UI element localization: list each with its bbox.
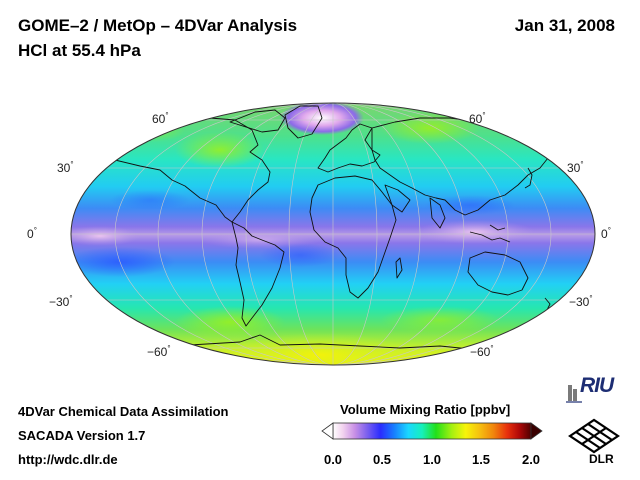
map-date: Jan 31, 2008 xyxy=(514,16,615,35)
lat-label-right-60: 60° xyxy=(469,111,486,126)
footer-version: SACADA Version 1.7 xyxy=(18,428,146,443)
map-title: GOME–2 / MetOp – 4DVar Analysis xyxy=(18,16,298,35)
colorbar-tick: 2.0 xyxy=(521,452,541,467)
map-subtitle: HCl at 55.4 hPa xyxy=(18,41,141,60)
riu-logo-icon xyxy=(566,385,582,403)
lat-label-left-0: 0° xyxy=(27,226,37,241)
dlr-logo-icon xyxy=(568,418,620,454)
colorbar-tick: 1.0 xyxy=(422,452,442,467)
dlr-logo-text: DLR xyxy=(589,452,614,466)
footer-assimilation: 4DVar Chemical Data Assimilation xyxy=(18,404,229,419)
lat-label-left-30: 30° xyxy=(57,160,74,175)
riu-logo-text: RIU xyxy=(580,374,614,397)
lat-label-left-60: 60° xyxy=(152,111,169,126)
footer-url[interactable]: http://wdc.dlr.de xyxy=(18,452,118,467)
lat-label-right-30: 30° xyxy=(567,160,584,175)
colorbar-tick: 0.5 xyxy=(372,452,392,467)
map-border xyxy=(70,102,596,366)
lat-label-right-minus60: −60° xyxy=(470,344,494,359)
lat-label-left-minus60: −60° xyxy=(147,344,171,359)
colorbar xyxy=(321,422,543,440)
lat-label-right-0: 0° xyxy=(601,226,611,241)
lat-label-right-minus30: −30° xyxy=(569,294,593,309)
colorbar-title: Volume Mixing Ratio [ppbv] xyxy=(340,402,511,417)
colorbar-tick: 0.0 xyxy=(323,452,343,467)
colorbar-tick: 1.5 xyxy=(471,452,491,467)
lat-label-left-minus30: −30° xyxy=(49,294,73,309)
